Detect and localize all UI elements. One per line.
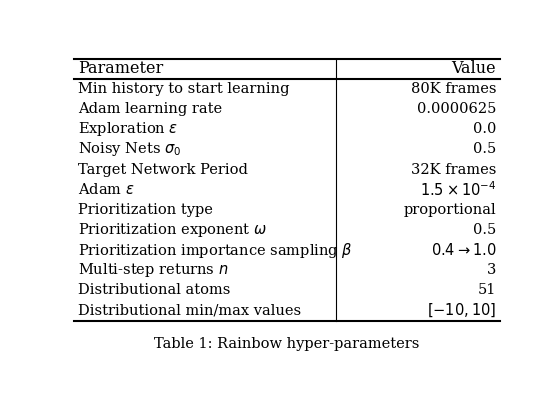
- Text: Value: Value: [451, 60, 496, 77]
- Text: Noisy Nets $\sigma_0$: Noisy Nets $\sigma_0$: [78, 140, 181, 158]
- Text: 0.5: 0.5: [473, 142, 496, 156]
- Text: 0.5: 0.5: [473, 223, 496, 237]
- Text: 0.0: 0.0: [473, 122, 496, 136]
- Text: Target Network Period: Target Network Period: [78, 162, 248, 176]
- Text: 32K frames: 32K frames: [411, 162, 496, 176]
- Text: Prioritization exponent $\omega$: Prioritization exponent $\omega$: [78, 221, 267, 239]
- Text: Min history to start learning: Min history to start learning: [78, 82, 290, 96]
- Text: Parameter: Parameter: [78, 60, 163, 77]
- Text: Prioritization importance sampling $\beta$: Prioritization importance sampling $\bet…: [78, 240, 353, 260]
- Text: Adam learning rate: Adam learning rate: [78, 102, 222, 116]
- Text: 80K frames: 80K frames: [410, 82, 496, 96]
- Text: Exploration $\epsilon$: Exploration $\epsilon$: [78, 120, 178, 138]
- Text: proportional: proportional: [404, 203, 496, 217]
- Text: $1.5 \times 10^{-4}$: $1.5 \times 10^{-4}$: [420, 180, 496, 199]
- Text: 0.0000625: 0.0000625: [417, 102, 496, 116]
- Text: 51: 51: [478, 283, 496, 297]
- Text: Table 1: Rainbow hyper-parameters: Table 1: Rainbow hyper-parameters: [155, 337, 419, 351]
- Text: Distributional min/max values: Distributional min/max values: [78, 304, 301, 318]
- Text: Adam $\epsilon$: Adam $\epsilon$: [78, 182, 134, 197]
- Text: Prioritization type: Prioritization type: [78, 203, 213, 217]
- Text: Multi-step returns $n$: Multi-step returns $n$: [78, 261, 228, 279]
- Text: 3: 3: [487, 263, 496, 277]
- Text: $[-10, 10]$: $[-10, 10]$: [427, 302, 496, 319]
- Text: Distributional atoms: Distributional atoms: [78, 283, 230, 297]
- Text: $0.4 \rightarrow 1.0$: $0.4 \rightarrow 1.0$: [431, 242, 496, 258]
